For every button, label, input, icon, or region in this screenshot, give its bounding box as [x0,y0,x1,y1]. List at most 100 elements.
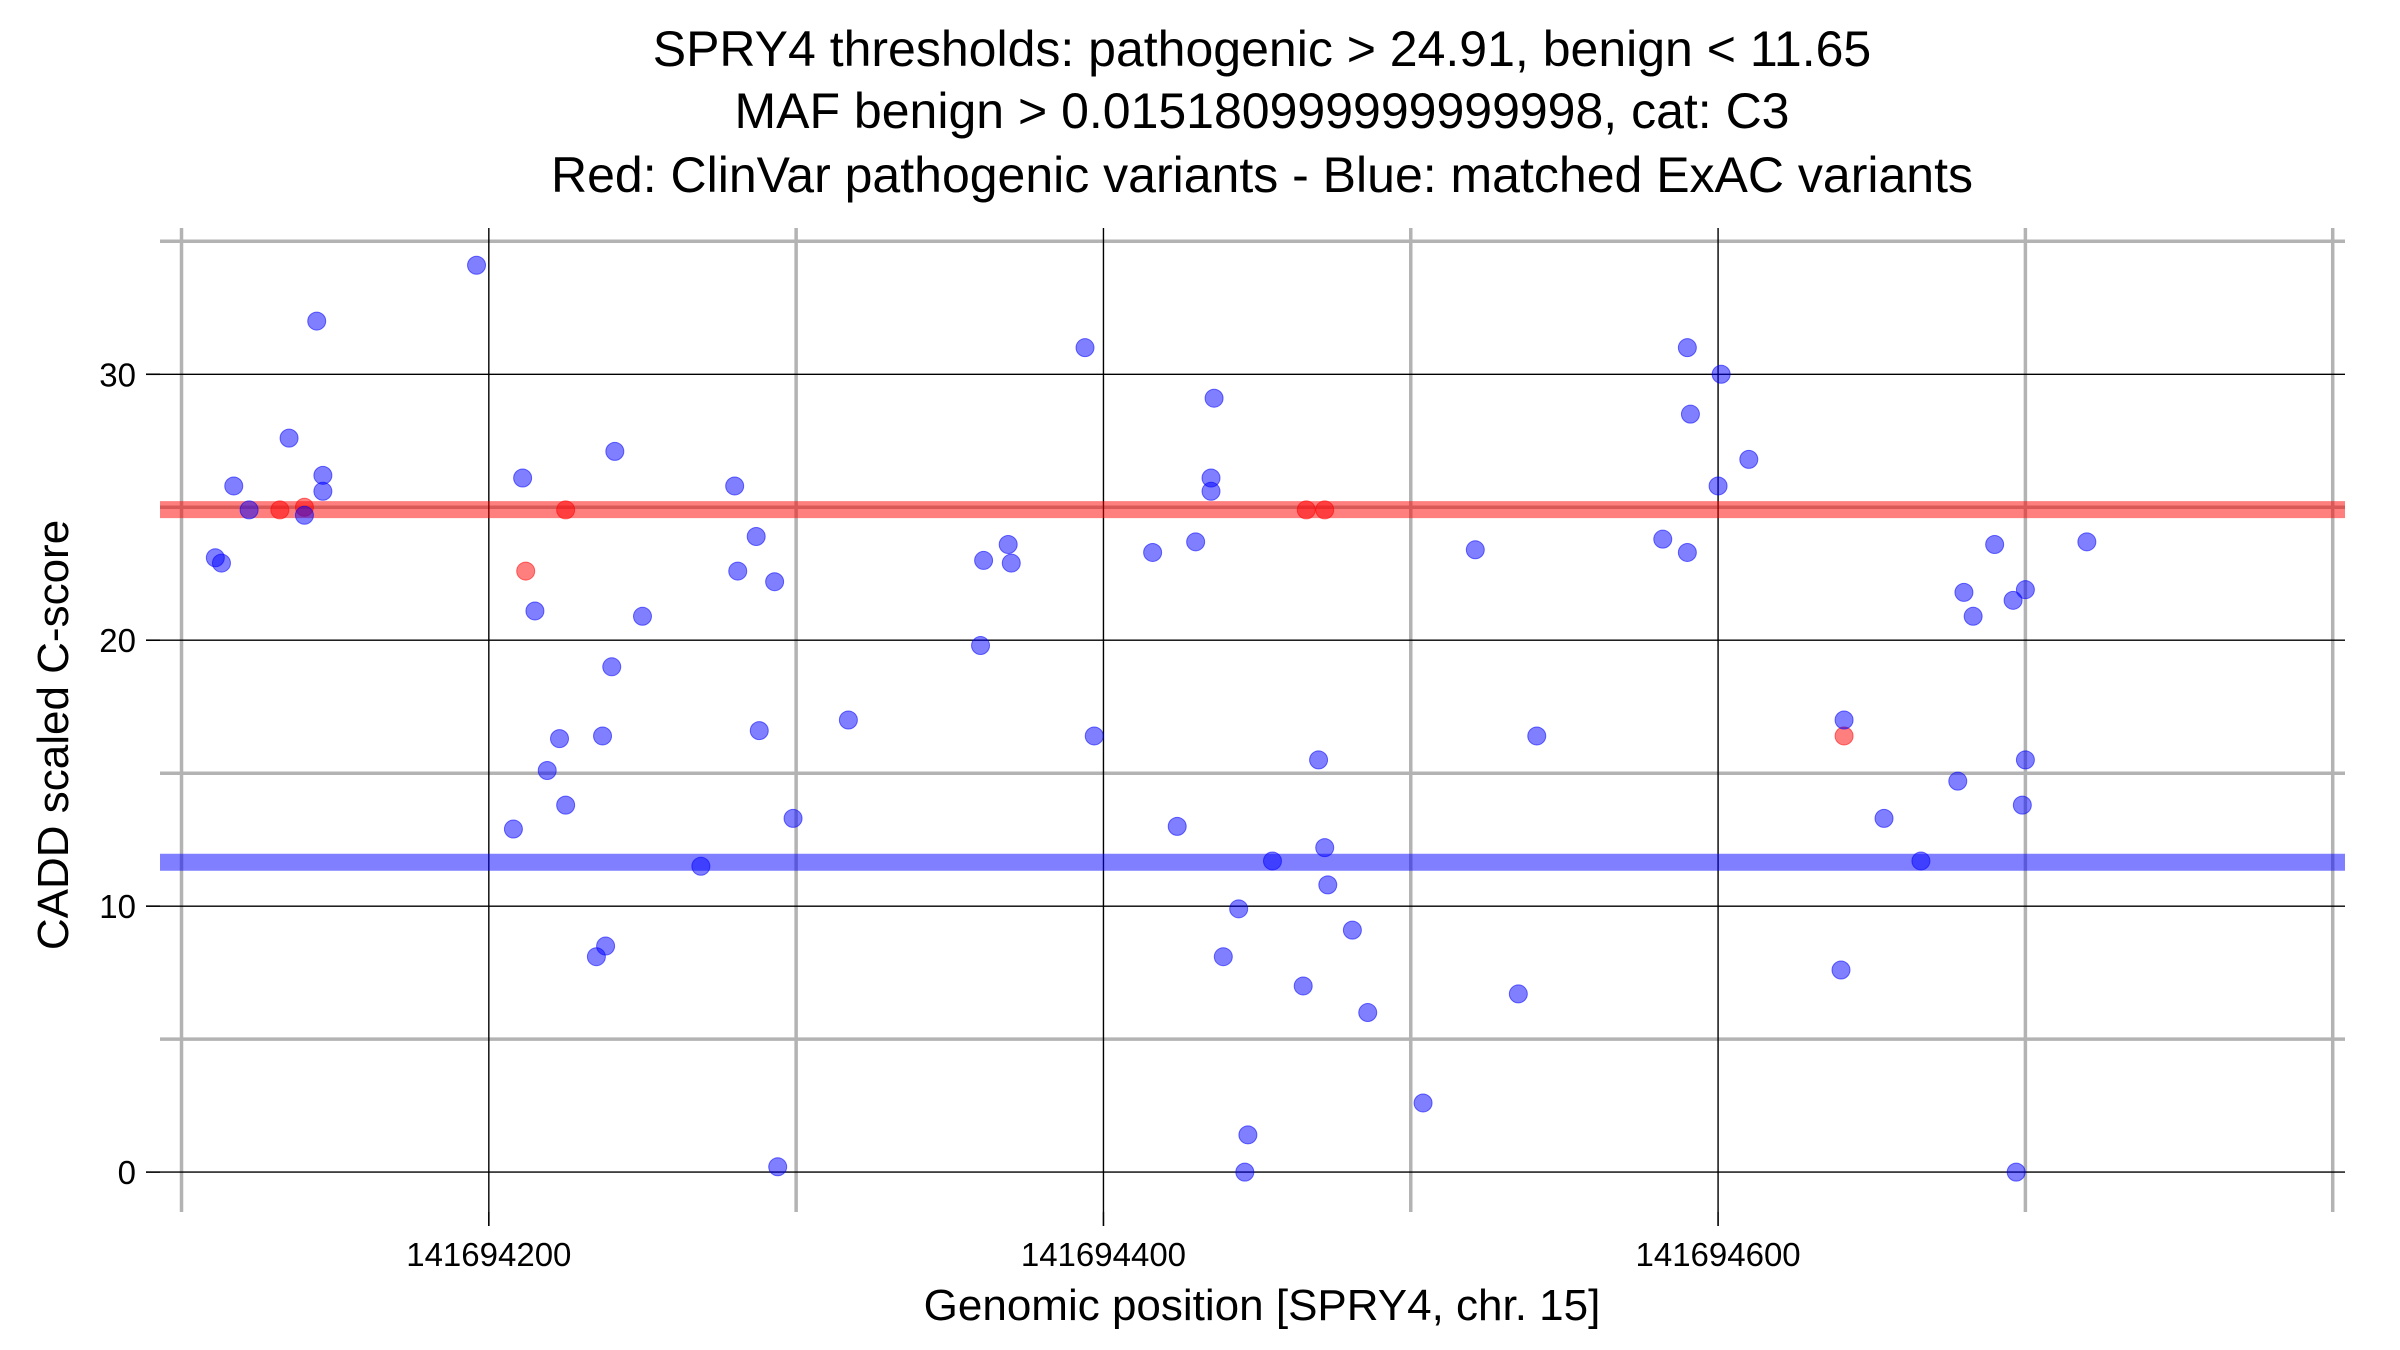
point-series-1-53 [1358,1003,1378,1023]
point-series-1-32 [974,550,994,570]
point-series-1-48 [1293,976,1313,996]
y-tick-label-1: 10 [99,888,136,925]
point-series-1-67 [1874,808,1894,828]
chart-title-line-3: Red: ClinVar pathogenic variants - Blue:… [551,147,1973,203]
point-series-1-73 [2003,590,2023,610]
point-series-0-3 [556,500,576,520]
point-series-1-4 [279,428,299,448]
point-series-1-71 [1963,606,1983,626]
point-series-1-15 [556,795,576,815]
minor-gridlines [160,228,2345,1212]
point-series-1-36 [1084,726,1104,746]
point-series-1-49 [1309,750,1329,770]
y-tick-label-0: 0 [118,1154,136,1191]
y-axis-ticks: 0 10 20 30 [99,356,160,1191]
point-series-1-26 [749,721,769,741]
point-series-1-47 [1262,851,1282,871]
point-series-1-62 [1711,364,1731,384]
x-axis-ticks: 141694200 141694400 141694600 [406,1212,1801,1273]
y-tick-label-3: 30 [99,356,136,393]
point-series-1-19 [602,657,622,677]
y-axis-title: CADD scaled C-score [29,520,78,950]
point-series-1-59 [1677,338,1697,358]
x-tick-label-0: 141694200 [406,1236,571,1273]
point-series-1-27 [765,572,785,592]
point-series-1-45 [1235,1162,1255,1182]
point-series-0-6 [1834,726,1854,746]
point-series-1-55 [1465,540,1485,560]
point-series-1-35 [1075,338,1095,358]
point-series-1-14 [550,729,570,749]
point-series-1-11 [513,468,533,488]
point-series-1-51 [1318,875,1338,895]
point-series-1-58 [1653,529,1673,549]
point-series-1-20 [605,441,625,461]
point-series-1-39 [1186,532,1206,552]
point-series-1-7 [313,465,333,485]
point-series-1-75 [2006,1162,2026,1182]
point-series-1-43 [1213,947,1233,967]
point-series-1-6 [307,311,327,331]
point-series-1-28 [768,1157,788,1177]
point-series-1-17 [593,726,613,746]
point-series-1-22 [691,856,711,876]
y-tick-label-2: 20 [99,622,136,659]
point-series-1-38 [1167,816,1187,836]
point-series-1-12 [525,601,545,621]
point-series-1-37 [1143,542,1163,562]
point-series-1-30 [838,710,858,730]
point-series-1-33 [998,534,1018,554]
chart-title: SPRY4 thresholds: pathogenic > 24.91, be… [551,21,1973,203]
point-series-1-78 [2077,532,2097,552]
point-series-1-44 [1229,899,1249,919]
point-series-0-2 [516,561,536,581]
point-series-1-41 [1201,481,1221,501]
point-series-1-10 [503,819,523,839]
point-series-1-64 [1739,449,1759,469]
point-series-0-5 [1315,500,1335,520]
point-series-0-4 [1296,500,1316,520]
point-series-1-63 [1708,476,1728,496]
point-series-1-21 [632,606,652,626]
x-tick-label-1: 141694400 [1021,1236,1186,1273]
point-series-1-54 [1413,1093,1433,1113]
point-series-1-52 [1342,920,1362,940]
point-series-1-70 [1954,582,1974,602]
point-series-1-3 [239,500,259,520]
point-series-1-61 [1680,404,1700,424]
chart-title-line-1: SPRY4 thresholds: pathogenic > 24.91, be… [653,21,1872,77]
point-series-1-56 [1508,984,1528,1004]
point-series-1-31 [971,636,991,656]
point-series-1-25 [746,526,766,546]
point-series-1-13 [537,761,557,781]
x-axis-title: Genomic position [SPRY4, chr. 15] [924,1281,1601,1330]
point-series-1-8 [313,481,333,501]
point-series-1-74 [2015,580,2035,600]
point-series-1-68 [1911,851,1931,871]
point-series-1-69 [1948,771,1968,791]
point-series-1-60 [1677,542,1697,562]
point-series-1-66 [1834,710,1854,730]
point-series-1-34 [1001,553,1021,573]
point-series-1-42 [1204,388,1224,408]
point-series-1-46 [1238,1125,1258,1145]
major-gridlines [160,228,2345,1212]
point-series-1-29 [783,808,803,828]
point-series-1-65 [1831,960,1851,980]
point-series-1-5 [294,505,314,525]
point-series-1-50 [1315,838,1335,858]
point-series-1-2 [224,476,244,496]
point-series-1-76 [2012,795,2032,815]
point-series-1-9 [467,255,487,275]
point-series-1-72 [1985,534,2005,554]
point-series-1-18 [596,936,616,956]
point-series-0-0 [270,500,290,520]
x-tick-label-2: 141694600 [1635,1236,1800,1273]
data-points [205,255,2097,1182]
threshold-lines [160,501,2345,871]
point-series-1-77 [2015,750,2035,770]
series-1 [205,255,2097,1182]
point-series-1-1 [211,553,231,573]
point-series-1-23 [725,476,745,496]
